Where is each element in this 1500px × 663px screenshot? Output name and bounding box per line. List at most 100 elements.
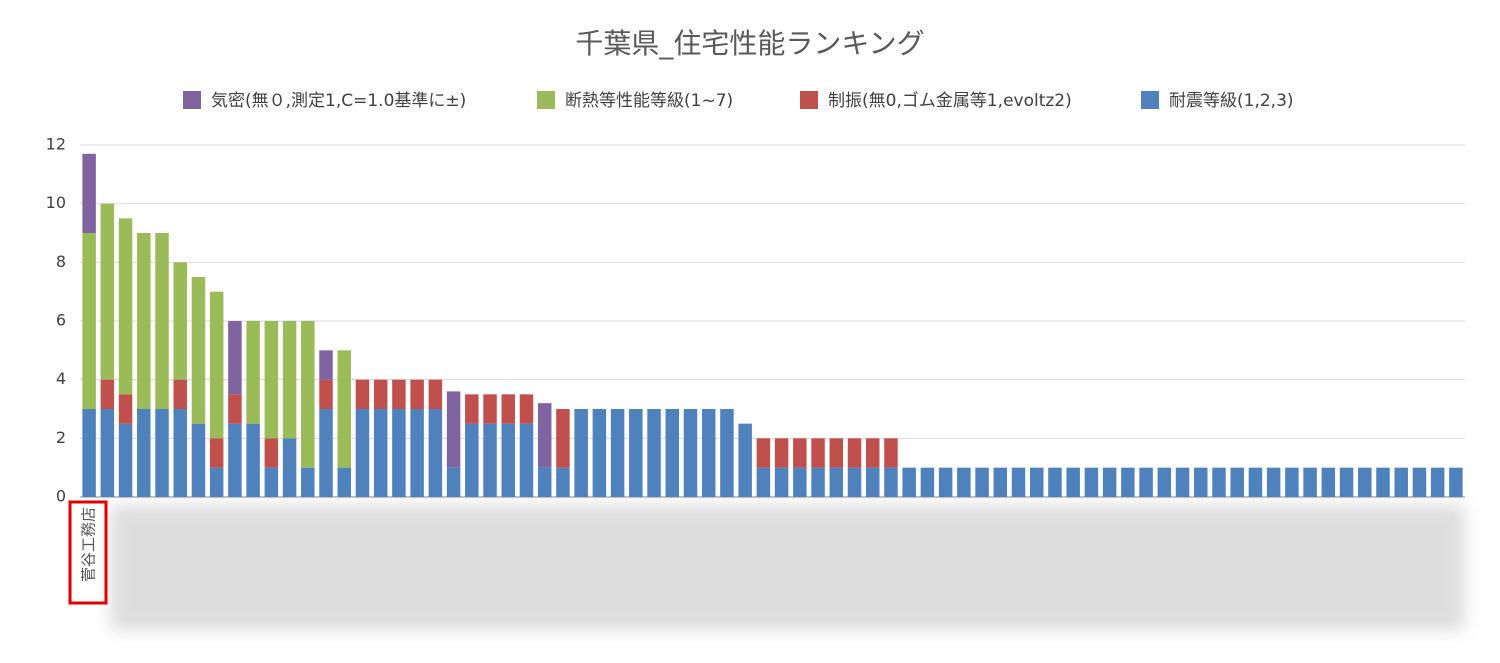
bar-segment (465, 394, 479, 424)
bar-segment (1376, 467, 1390, 497)
bar-segment (793, 438, 807, 468)
legend-swatch (183, 91, 201, 109)
bar-segment (446, 467, 461, 497)
bar-segment (811, 438, 825, 468)
bar-segment (811, 467, 825, 497)
bar-segment (82, 153, 96, 233)
legend-label: 断熱等性能等級(1~7) (565, 91, 733, 111)
bar-segment (556, 467, 570, 497)
bar-segment (410, 409, 424, 497)
legend-label: 耐震等級(1,2,3) (1169, 91, 1294, 111)
bar-segment (1121, 467, 1135, 497)
bar-segment (337, 350, 351, 468)
bar-segment (100, 379, 115, 409)
legend-label: 気密(無０,測定1,C=1.0基準に±) (211, 91, 466, 111)
bar-segment (209, 291, 224, 439)
bar-segment (847, 467, 862, 497)
bar-segment (1139, 467, 1153, 497)
bar-segment (446, 391, 461, 468)
bar-segment (410, 379, 424, 409)
blurred-labels (110, 505, 1465, 630)
x-tick-label: 菅谷工務店 (80, 507, 98, 582)
bar-segment (556, 409, 570, 468)
bar-segment (82, 409, 96, 497)
bar-segment (519, 394, 534, 424)
bar-segment (392, 409, 406, 497)
bar-segment (319, 379, 333, 409)
bar-segment (829, 467, 844, 497)
bar-segment (191, 423, 206, 497)
bar-segment (137, 233, 151, 409)
bar-segment (465, 423, 479, 497)
bar-segment (100, 409, 115, 497)
bar-segment (829, 438, 844, 468)
bar-segment (246, 321, 260, 424)
bar-segment (228, 321, 242, 395)
bar-segment (1212, 467, 1226, 497)
bar-segment (1321, 467, 1336, 497)
bar-segment (118, 394, 133, 424)
bar-segment (610, 409, 625, 497)
bar-segment (264, 321, 279, 439)
bar-segment (82, 233, 96, 409)
bar-segment (1084, 467, 1099, 497)
bar-segment (355, 409, 370, 497)
bar-segment (373, 409, 388, 497)
bar-segment (1066, 467, 1080, 497)
bar-segment (1030, 467, 1044, 497)
bar-segment (501, 423, 515, 497)
bar-segment (100, 203, 115, 380)
y-tick-label: 6 (56, 311, 66, 330)
bar-segment (264, 438, 279, 468)
bar-segment (592, 409, 607, 497)
bar-segment (155, 409, 169, 497)
bar-segment (1157, 467, 1172, 497)
bar-segment (483, 423, 497, 497)
y-tick-label: 8 (56, 252, 66, 271)
bar-segment (537, 467, 552, 497)
bar-segment (228, 394, 242, 424)
bar-segment (428, 379, 443, 409)
bar-segment (1303, 467, 1317, 497)
bar-segment (191, 277, 206, 424)
bar-segment (902, 467, 916, 497)
bar-segment (209, 467, 224, 497)
bar-segment (1230, 467, 1244, 497)
legend-label: 制振(無0,ゴム金属等1,evoltz2) (828, 90, 1072, 111)
bar-segment (1048, 467, 1062, 497)
bar-segment (774, 438, 789, 468)
bar-segment (1266, 467, 1281, 497)
y-tick-label: 12 (46, 135, 66, 154)
bar-segment (173, 262, 187, 380)
bar-segment (209, 438, 224, 468)
bar-segment (574, 409, 588, 497)
y-tick-label: 10 (46, 193, 66, 212)
bar-segment (483, 394, 497, 424)
bar-segment (629, 409, 643, 497)
bar-segment (118, 218, 133, 395)
bar-segment (173, 379, 187, 409)
bar-segment (1175, 467, 1190, 497)
bar-segment (501, 394, 515, 424)
bar-segment (155, 233, 169, 409)
bar-segment (319, 409, 333, 497)
y-tick-label: 4 (56, 369, 66, 388)
bar-segment (1412, 467, 1427, 497)
bar-segment (319, 350, 333, 380)
bar-segment (1248, 467, 1263, 497)
bar-segment (392, 379, 406, 409)
bar-segment (847, 438, 862, 468)
bar-segment (938, 467, 953, 497)
bar-segment (118, 423, 133, 497)
bar-segment (884, 438, 898, 468)
bar-segment (1285, 467, 1299, 497)
y-tick-label: 0 (56, 487, 66, 506)
bar-segment (1449, 467, 1463, 497)
bar-segment (647, 409, 661, 497)
bar-segment (884, 467, 898, 497)
bar-segment (774, 467, 789, 497)
chart-title: 千葉県_住宅性能ランキング (575, 27, 924, 60)
bar-segment (373, 379, 388, 409)
highlight-box (68, 500, 108, 605)
bar-segment (137, 409, 151, 497)
